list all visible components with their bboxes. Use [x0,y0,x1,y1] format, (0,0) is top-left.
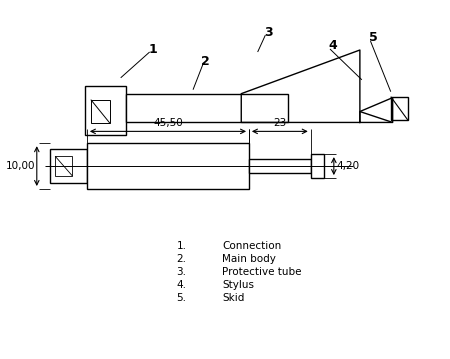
Bar [391,97,408,121]
Bar [91,100,110,123]
Bar [310,154,324,178]
Text: 3: 3 [264,25,273,39]
Text: 3.: 3. [177,267,187,277]
Text: Main body: Main body [222,255,276,264]
Text: 2: 2 [201,55,210,69]
Text: Connection: Connection [222,242,281,251]
Text: 5: 5 [369,31,378,43]
Bar [50,149,87,183]
Text: Protective tube: Protective tube [222,267,302,277]
Text: 1: 1 [148,42,157,56]
Text: Stylus: Stylus [222,280,254,290]
Text: 4,20: 4,20 [337,161,360,171]
Bar [85,86,126,135]
Text: 10,00: 10,00 [5,161,35,171]
Text: 45,50: 45,50 [153,118,183,129]
Bar [87,143,249,189]
Text: 1.: 1. [177,242,187,251]
Bar [126,94,288,122]
Text: 23: 23 [273,118,287,129]
Bar [55,156,72,176]
Text: Skid: Skid [222,293,244,303]
Text: 5.: 5. [177,293,187,303]
Text: 4.: 4. [177,280,187,290]
Text: 4: 4 [328,38,337,52]
Bar [249,159,310,173]
Text: 2.: 2. [177,255,187,264]
